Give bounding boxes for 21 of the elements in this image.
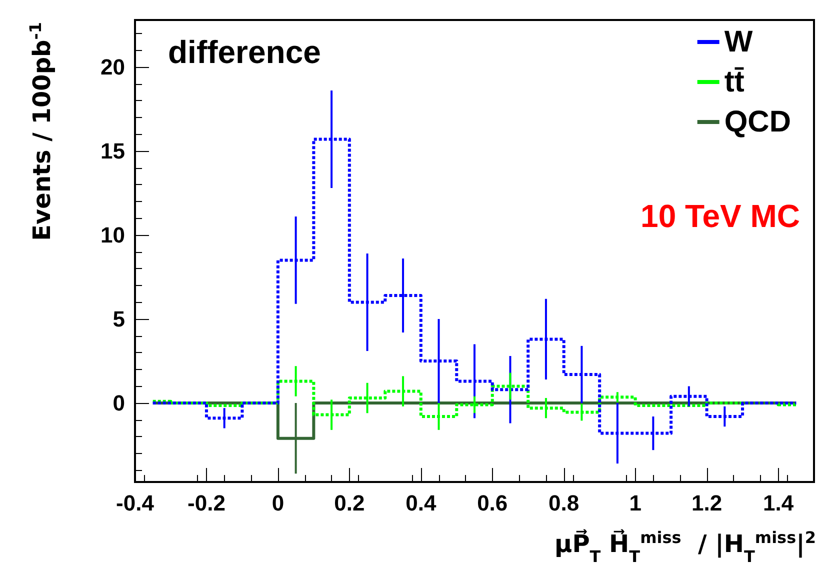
x-tick-label: 0.6 [477, 490, 508, 516]
y-tick-label: 10 [100, 222, 125, 248]
legend-label: QCD [724, 106, 792, 138]
x-tick-label: -0.2 [188, 490, 226, 516]
x-tick-label: 0.8 [548, 490, 580, 516]
x-tick-label: -0.4 [116, 490, 155, 516]
x-tick-label: 1.4 [762, 490, 794, 516]
x-tick-label: 0.2 [334, 490, 365, 516]
legend-label: W [724, 26, 754, 58]
text: μP⃗$_{T}$ H⃗$_{T}$$^{miss}$ / |H$_{T}$$^{miss}$|$^{2}$ [554, 528, 816, 566]
x-tick-label: 0.4 [406, 490, 437, 516]
y-tick-label: 15 [100, 138, 125, 164]
y-tick-label: 20 [100, 54, 125, 80]
x-tick-label: 1.2 [691, 490, 722, 516]
x-tick-label: 0 [272, 490, 284, 516]
legend-label: tt̄ [724, 66, 744, 98]
annotation: difference [168, 34, 321, 70]
y-tick-label: 0 [112, 390, 125, 416]
x-tick-label: 1 [629, 490, 642, 516]
annotation: 10 TeV MC [640, 198, 800, 234]
y-tick-label: 5 [112, 306, 125, 332]
